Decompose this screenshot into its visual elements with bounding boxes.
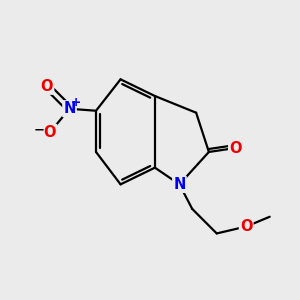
Text: −: −: [33, 124, 44, 136]
Text: O: O: [41, 79, 53, 94]
Text: O: O: [229, 140, 242, 155]
Text: O: O: [240, 219, 252, 234]
Text: N: N: [173, 177, 186, 192]
Text: N: N: [63, 101, 76, 116]
Text: +: +: [71, 96, 81, 109]
Text: O: O: [44, 125, 56, 140]
